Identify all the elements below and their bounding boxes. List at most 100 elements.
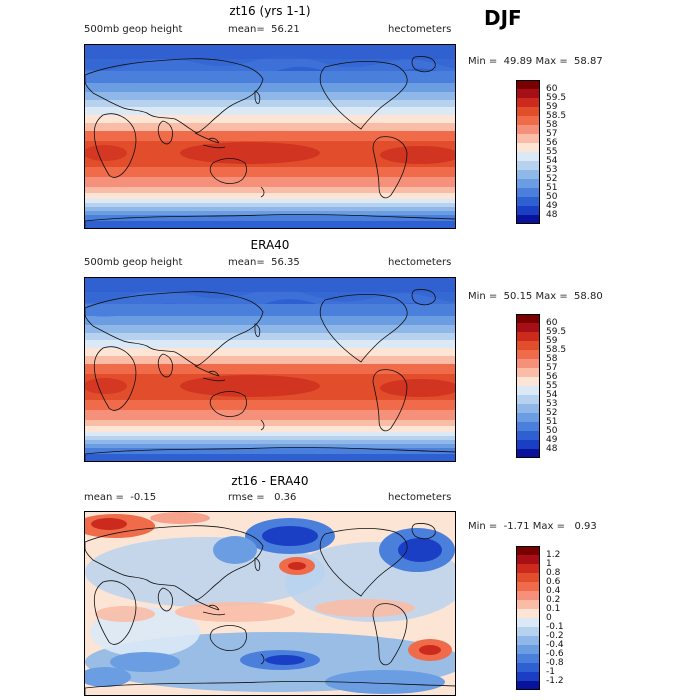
colorbar-tick-label: -0.8 bbox=[546, 658, 564, 668]
coastline bbox=[194, 365, 226, 382]
contour-band bbox=[85, 83, 455, 93]
coastline bbox=[85, 447, 455, 461]
season-label: DJF bbox=[484, 6, 522, 30]
colorbar-swatch bbox=[516, 341, 540, 350]
coastline bbox=[372, 603, 408, 666]
contour-band bbox=[85, 316, 455, 326]
panel-mean-label-diff: mean = -0.15 bbox=[84, 492, 157, 503]
coastline bbox=[260, 653, 265, 665]
contour-lobe bbox=[380, 379, 455, 397]
colorbar-swatch bbox=[516, 609, 540, 618]
contour-blob bbox=[213, 536, 257, 564]
colorbar-swatch bbox=[516, 368, 540, 377]
contour-blob bbox=[398, 538, 442, 562]
colorbar-swatch bbox=[516, 663, 540, 672]
contour-band bbox=[85, 215, 455, 222]
contour-band bbox=[85, 221, 455, 228]
colorbar-swatch bbox=[516, 134, 540, 143]
contour-lobe bbox=[85, 145, 127, 161]
colorbar-swatch bbox=[516, 546, 540, 555]
contour-band bbox=[85, 207, 455, 212]
contour-band bbox=[85, 400, 455, 411]
colorbar-tick-label: 54 bbox=[546, 390, 558, 400]
colorbar-swatch bbox=[516, 386, 540, 395]
contour-band bbox=[85, 325, 455, 334]
colorbar-swatch bbox=[516, 377, 540, 386]
panel-mean-label-model: mean= 56.21 bbox=[228, 24, 300, 35]
colorbar-tick-label: 50 bbox=[546, 426, 558, 436]
panel-title-obs: ERA40 bbox=[250, 238, 290, 252]
colorbar-tick-label: 0.4 bbox=[546, 586, 561, 596]
contour-blob bbox=[419, 645, 441, 655]
contour-band bbox=[85, 193, 455, 200]
contour-band bbox=[85, 432, 455, 437]
colorbar-tick-label: 1 bbox=[546, 559, 552, 569]
contour-blob bbox=[315, 599, 415, 617]
contour-band bbox=[85, 107, 455, 116]
coastline bbox=[85, 214, 455, 228]
contour-blob bbox=[95, 606, 155, 622]
colorbar-tick-label: 55 bbox=[546, 381, 558, 391]
colorbar-tick-label: 1.2 bbox=[546, 550, 561, 560]
coastline bbox=[411, 523, 436, 540]
colorbar-swatch bbox=[516, 152, 540, 161]
colorbar-tick-label: 48 bbox=[546, 444, 558, 454]
contour-band bbox=[85, 356, 455, 365]
colorbar-swatch bbox=[516, 80, 540, 89]
colorbar-swatch bbox=[516, 404, 540, 413]
colorbar-swatch bbox=[516, 582, 540, 591]
contour-band bbox=[85, 131, 455, 142]
colorbar-swatch bbox=[516, 143, 540, 152]
contour-band bbox=[85, 436, 455, 441]
contour-band bbox=[85, 410, 455, 421]
coastline bbox=[157, 587, 173, 612]
colorbar-tick-label: 56 bbox=[546, 372, 558, 382]
colorbar-tick-label: 55 bbox=[546, 147, 558, 157]
contour-lobe bbox=[180, 375, 320, 397]
panel-left-label-model: 500mb geop height bbox=[84, 24, 183, 35]
coastline bbox=[372, 136, 408, 199]
colorbar-swatch bbox=[516, 413, 540, 422]
contour-band bbox=[85, 444, 455, 449]
coastline bbox=[157, 120, 173, 145]
contour-band bbox=[85, 115, 455, 124]
coastline bbox=[411, 56, 436, 73]
colorbar-swatch bbox=[516, 359, 540, 368]
colorbar-swatch bbox=[516, 672, 540, 681]
panel-title-model: zt16 (yrs 1-1) bbox=[229, 4, 311, 18]
coastline bbox=[85, 681, 455, 695]
coastline bbox=[194, 132, 226, 149]
colorbar-tick-label: 56 bbox=[546, 138, 558, 148]
coastline bbox=[194, 599, 226, 616]
colorbar-tick-label: 54 bbox=[546, 156, 558, 166]
colorbar-tick-label: 52 bbox=[546, 408, 558, 418]
contour-blob bbox=[175, 602, 295, 622]
colorbar-tick-label: 58 bbox=[546, 120, 558, 130]
colorbar-tick-label: 49 bbox=[546, 435, 558, 445]
colorbar-swatch bbox=[516, 350, 540, 359]
coastline bbox=[85, 525, 264, 601]
contour-blob bbox=[325, 670, 445, 694]
minmax-diff: Min = -1.71 Max = 0.93 bbox=[468, 521, 597, 532]
coastline bbox=[209, 158, 247, 184]
colorbar-swatch bbox=[516, 449, 540, 458]
colorbar-tick-label: 59.5 bbox=[546, 93, 567, 103]
panel-units-label-model: hectometers bbox=[388, 24, 452, 35]
contour-band bbox=[85, 448, 455, 455]
coastline bbox=[157, 353, 173, 378]
colorbar-tick-label: 0.8 bbox=[546, 568, 561, 578]
contour-band bbox=[85, 203, 455, 208]
contour-blob bbox=[150, 512, 210, 524]
colorbar-tick-label: 60 bbox=[546, 318, 558, 328]
contour-band bbox=[85, 187, 455, 194]
contour-band bbox=[85, 454, 455, 461]
minmax-obs: Min = 50.15 Max = 58.80 bbox=[468, 291, 603, 302]
colorbar-tick-label: 58 bbox=[546, 354, 558, 364]
coastline bbox=[254, 90, 261, 104]
contour-map-diff bbox=[85, 512, 455, 695]
colorbar-swatch bbox=[516, 89, 540, 98]
colorbar-tick-label: 57 bbox=[546, 363, 558, 373]
colorbar-swatch bbox=[516, 645, 540, 654]
colorbar-tick-label: 0.1 bbox=[546, 604, 561, 614]
contour-blob bbox=[85, 667, 131, 687]
